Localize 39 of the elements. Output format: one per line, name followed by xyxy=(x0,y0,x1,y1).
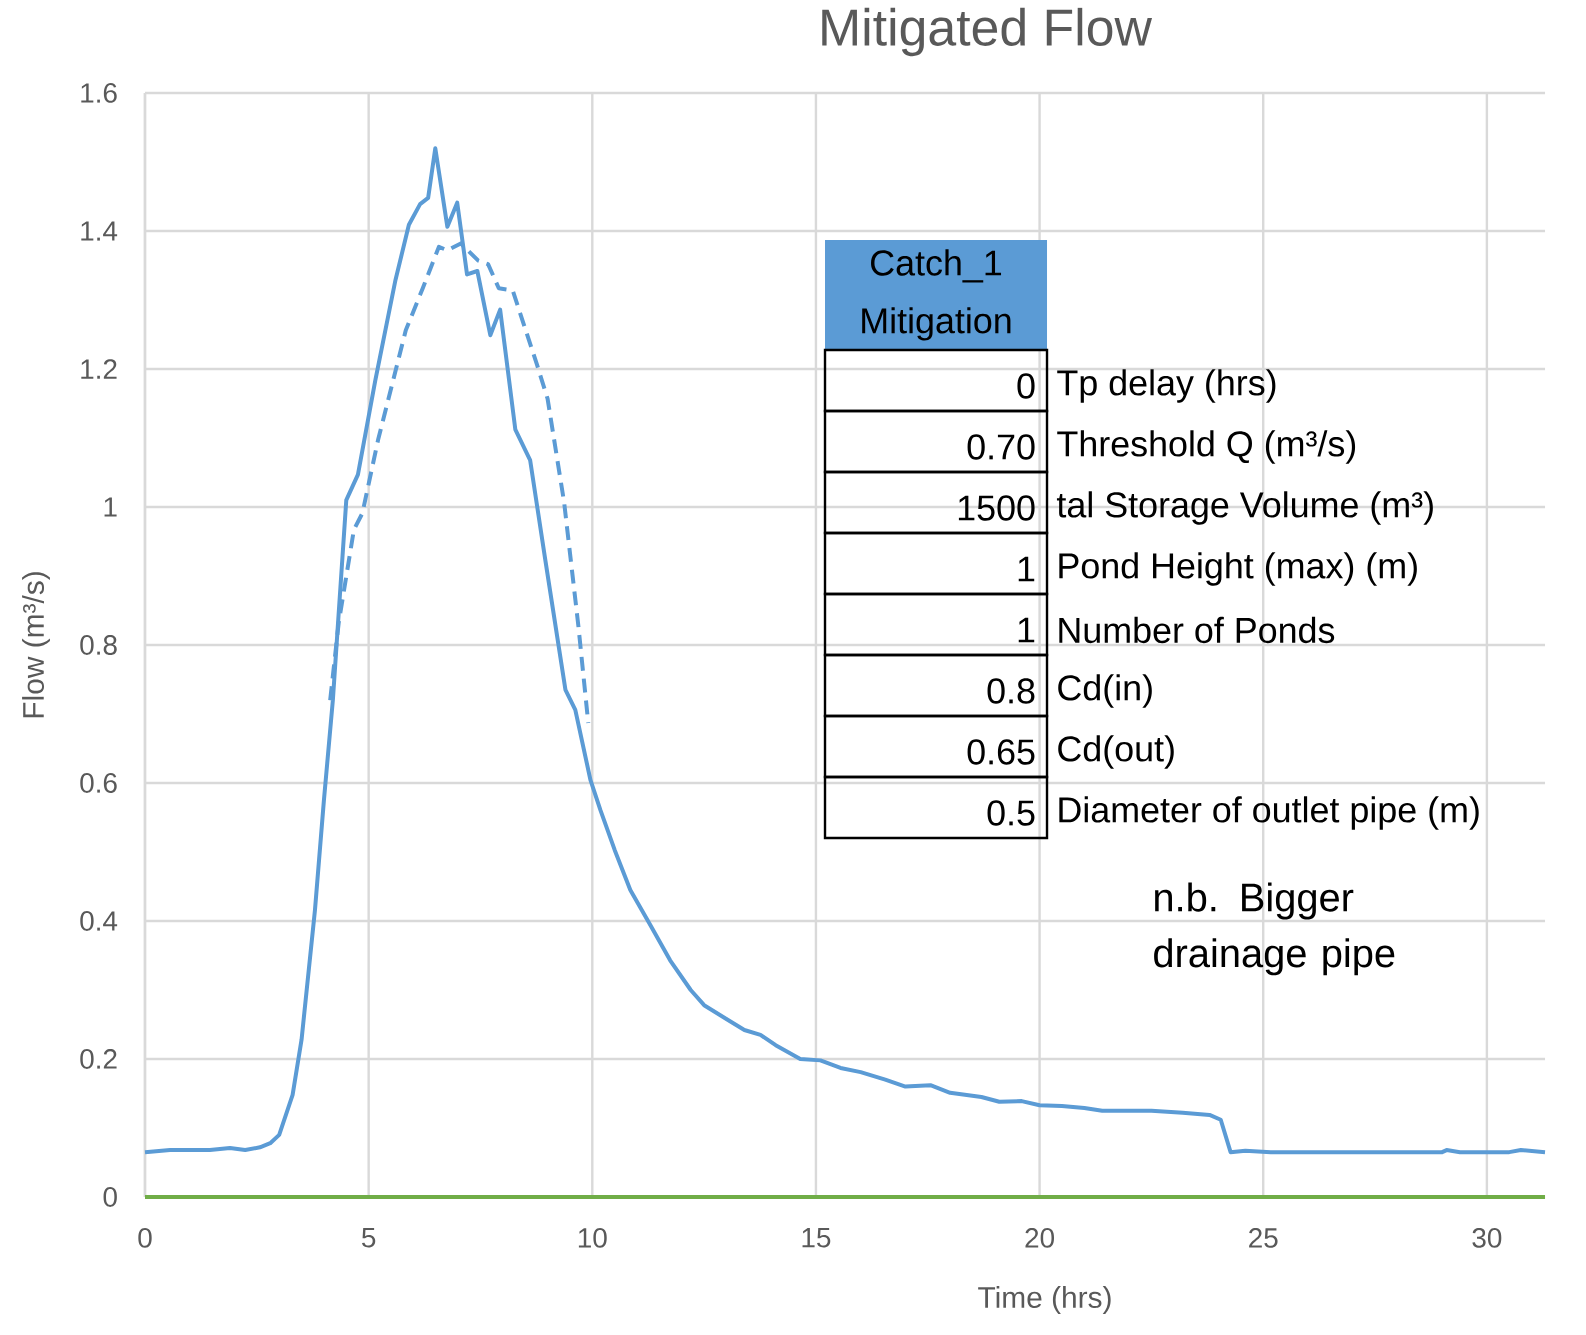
annotation: n.b. Bigger drainage pipe xyxy=(1154,882,1395,976)
annotation: Cd(out) xyxy=(1058,735,1174,769)
annotation: 0 xyxy=(1017,373,1035,399)
x-tick-label: 15 xyxy=(802,1228,831,1248)
y-tick-label: 0.4 xyxy=(80,911,118,931)
x-tick-label: 10 xyxy=(578,1228,607,1248)
line-series xyxy=(143,146,1548,1155)
annotation: 1 xyxy=(1018,617,1035,643)
annotation: Catch_1 Mitigation xyxy=(862,249,1011,341)
chart-title: Mitigated Flow xyxy=(822,7,1153,57)
annotation: 1500 xyxy=(958,495,1035,521)
annotation: tal Storage Volume (m³) xyxy=(1056,491,1433,525)
y-tick-label: 0.8 xyxy=(80,635,117,655)
annotation: 1 xyxy=(1018,556,1035,582)
x-tick-label: 0 xyxy=(138,1228,152,1248)
y-tick-label: 0.2 xyxy=(80,1049,117,1069)
x-tick-label: 25 xyxy=(1249,1228,1278,1248)
line-series xyxy=(328,241,591,725)
annotation: 0.8 xyxy=(987,678,1035,704)
x-axis-title: Time (hrs) xyxy=(978,1286,1111,1314)
y-tick-label: 0 xyxy=(103,1187,117,1207)
annotation: Pond Height (max) (m) xyxy=(1059,552,1417,586)
y-tick-label: 1 xyxy=(104,497,117,517)
y-tick-label: 1.6 xyxy=(81,83,117,103)
x-tick-label: 20 xyxy=(1025,1228,1055,1248)
y-tick-label: 1.2 xyxy=(81,359,117,379)
annotation: 0.65 xyxy=(967,739,1035,765)
annotation: 0.5 xyxy=(987,800,1035,826)
annotation: Number of Ponds xyxy=(1059,616,1335,644)
y-axis-title: Flow (m³/s) xyxy=(22,572,50,718)
y-tick-label: 1.4 xyxy=(81,221,118,241)
annotation: 0.70 xyxy=(967,434,1035,460)
annotation: Cd(in) xyxy=(1058,674,1152,708)
x-tick-label: 30 xyxy=(1472,1228,1502,1248)
y-tick-label: 0.6 xyxy=(80,773,117,793)
annotation: Tp delay (hrs) xyxy=(1057,369,1276,403)
x-tick-label: 5 xyxy=(362,1228,376,1248)
annotation: Threshold Q (m³/s) xyxy=(1057,430,1356,464)
annotation: Diameter of outlet pipe (m) xyxy=(1059,796,1479,830)
